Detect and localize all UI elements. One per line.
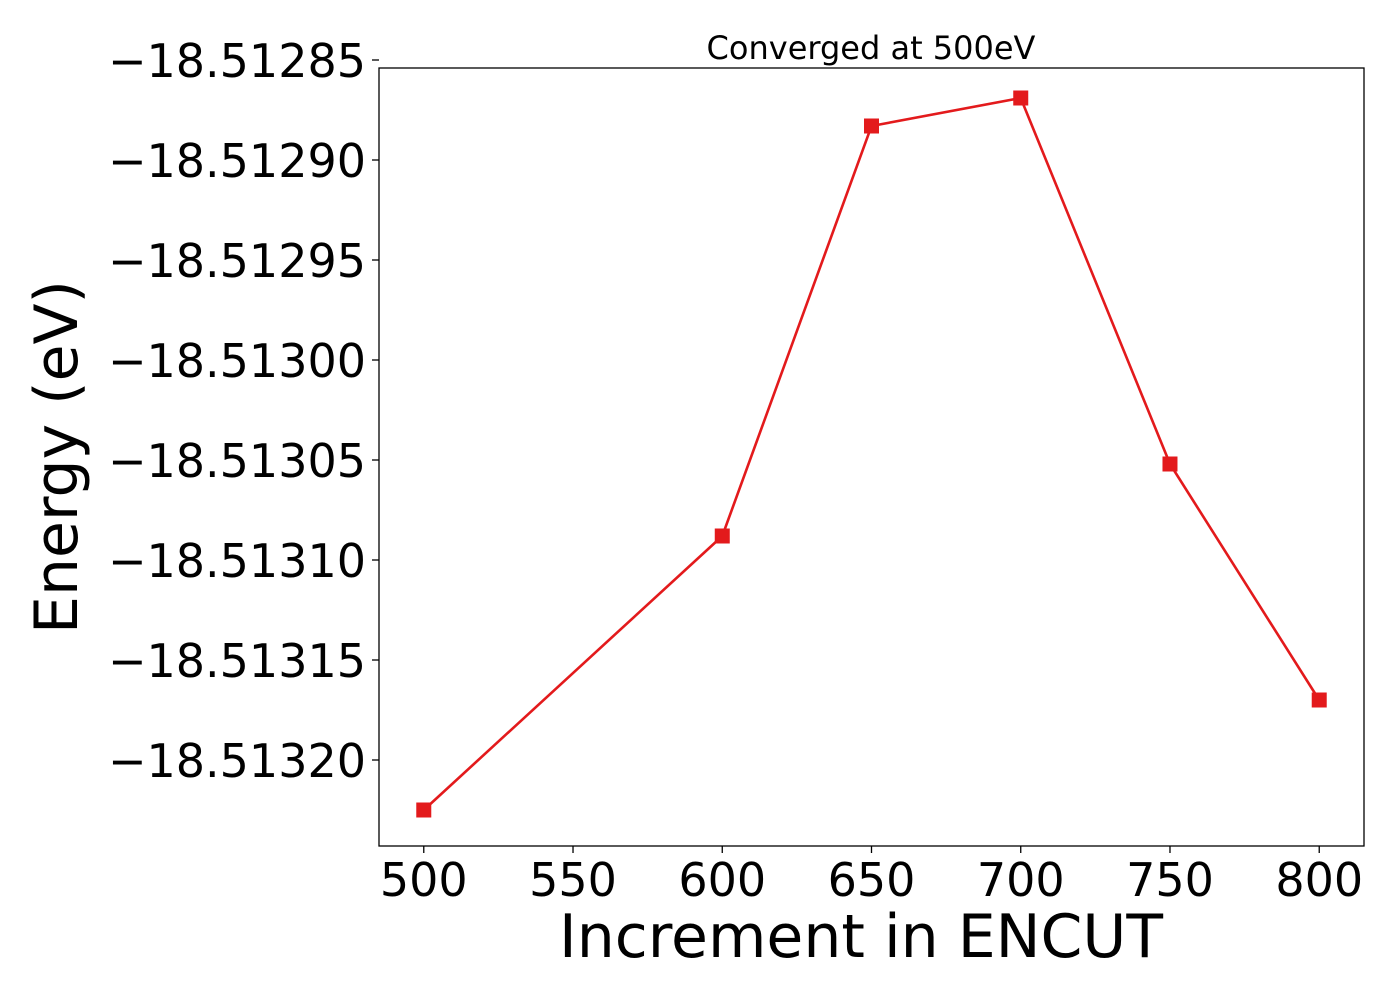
y-axis-title: Energy (eV) (22, 280, 92, 634)
data-point-marker (1013, 90, 1029, 106)
y-tick-label: −18.51295 (108, 234, 366, 288)
x-tick-label: 600 (678, 853, 766, 907)
y-tick-label: −18.51300 (108, 334, 366, 388)
y-tick-label: −18.51320 (108, 734, 366, 788)
x-tick-label: 550 (529, 853, 617, 907)
x-axis-title: Increment in ENCUT (559, 902, 1163, 972)
x-tick-label: 500 (380, 853, 468, 907)
x-tick-label: 700 (977, 853, 1065, 907)
series-line (422, 96, 1321, 811)
y-tick-label: −18.51310 (108, 534, 366, 588)
plot-area: 500 550 600 650 700 750 800 −18.51285 −18.51290 −… (108, 34, 1365, 907)
y-tick-label: −18.51305 (108, 434, 366, 488)
plot-frame (378, 67, 1365, 847)
data-point-marker (416, 802, 432, 818)
y-tick-label: −18.51315 (108, 634, 366, 688)
y-tick-label: −18.51285 (108, 34, 366, 88)
x-tick-label: 650 (828, 853, 916, 907)
data-point-marker (864, 118, 879, 134)
y-tick-label: −18.51290 (108, 134, 366, 188)
x-tick-label: 800 (1275, 853, 1363, 907)
x-tick-label: 750 (1126, 853, 1214, 907)
data-point-marker (714, 528, 730, 544)
data-point-marker (1311, 692, 1327, 708)
data-point-marker (1162, 456, 1178, 472)
chart-title: Converged at 500eV (707, 29, 1036, 67)
